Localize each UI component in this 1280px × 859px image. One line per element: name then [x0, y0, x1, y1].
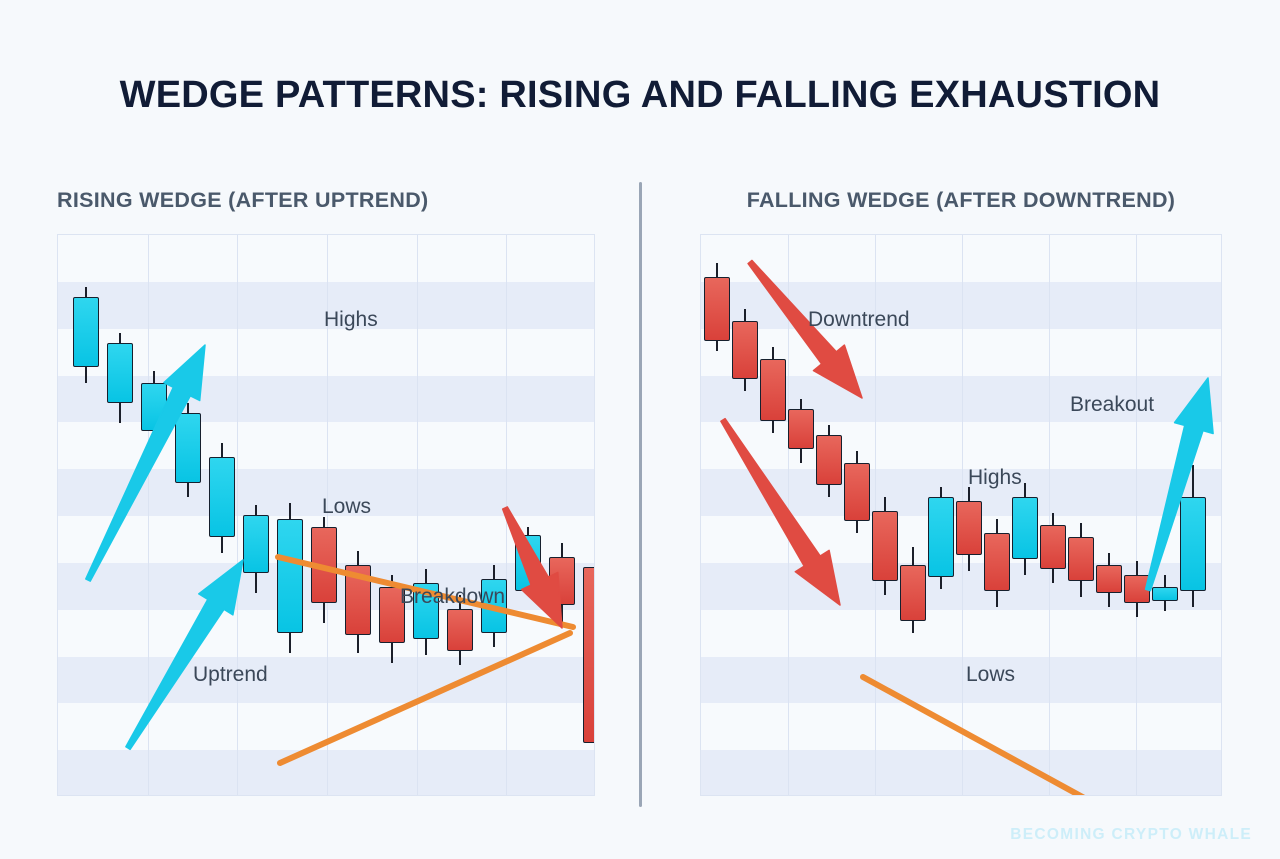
background-band: [58, 281, 594, 329]
candle-body: [760, 359, 786, 421]
candle-body: [872, 511, 898, 581]
candlestick-bullish: [243, 505, 269, 593]
grid-line: [327, 235, 328, 795]
candle-body: [175, 413, 201, 483]
label-uptrend: Uptrend: [193, 663, 268, 686]
candlestick-series-right: [701, 235, 1221, 795]
candle-body: [816, 435, 842, 485]
panel-title-falling-wedge: FALLING WEDGE (AFTER DOWNTREND): [746, 188, 1176, 212]
candlestick-bearish: [956, 487, 982, 571]
panel-title-rising-wedge: RISING WEDGE (AFTER UPTREND): [57, 188, 429, 212]
trendline-highs: [860, 674, 1086, 795]
label-breakdown: Breakdown: [400, 585, 506, 608]
background-band: [701, 375, 1221, 423]
label-lows-right: Lows: [966, 663, 1016, 686]
grid-line: [1136, 235, 1137, 795]
candlestick-bearish: [788, 399, 814, 463]
candlestick-bearish: [760, 347, 786, 433]
candlestick-bearish: [816, 425, 842, 497]
grid-line: [237, 235, 238, 795]
candlestick-bullish: [1180, 465, 1206, 607]
arrow-uptrend2: [125, 559, 244, 751]
arrow-downtrend: [747, 259, 863, 399]
candle-body: [1180, 497, 1206, 591]
candlestick-bearish: [1040, 513, 1066, 583]
candle-body: [583, 567, 594, 743]
background-band: [701, 656, 1221, 704]
candle-body: [844, 463, 870, 521]
candlestick-bearish: [984, 519, 1010, 607]
chart-overlay-left: [275, 554, 576, 766]
candle-body: [73, 297, 99, 367]
candlestick-bearish: [379, 575, 405, 663]
label-downtrend: Downtrend: [808, 308, 910, 331]
candle-body: [447, 609, 473, 651]
background-band: [701, 750, 1221, 795]
candle-body: [277, 519, 303, 633]
label-highs-right: Highs: [968, 466, 1022, 489]
candle-body: [107, 343, 133, 403]
trendline-highs: [275, 554, 576, 630]
falling-wedge-chart: [700, 234, 1222, 796]
candlestick-bearish: [872, 497, 898, 595]
candlestick-bullish: [277, 503, 303, 653]
candlestick-bullish: [73, 287, 99, 383]
candlestick-bullish: [175, 403, 201, 497]
candle-body: [984, 533, 1010, 591]
candle-body: [379, 587, 405, 643]
grid-line: [148, 235, 149, 795]
panel-divider: [639, 182, 642, 807]
candlestick-bearish: [1068, 523, 1094, 597]
candle-body: [1040, 525, 1066, 569]
candle-body: [243, 515, 269, 573]
candlestick-bullish: [1152, 575, 1178, 611]
background-band: [58, 750, 594, 795]
candle-body: [788, 409, 814, 449]
candlestick-bullish: [928, 487, 954, 589]
candlestick-bearish: [844, 451, 870, 533]
arrow-downtrend2: [720, 417, 841, 606]
candle-body: [1068, 537, 1094, 581]
candle-body: [900, 565, 926, 621]
arrow-breakout: [1144, 377, 1214, 592]
candle-body: [928, 497, 954, 577]
candlestick-bullish: [107, 333, 133, 423]
candle-body: [1096, 565, 1122, 593]
grid-line: [1049, 235, 1050, 795]
candlestick-bearish: [732, 309, 758, 391]
candle-body: [1012, 497, 1038, 559]
arrow-breakdown: [501, 506, 563, 629]
arrow-uptrend: [85, 344, 206, 582]
candlestick-bearish: [900, 547, 926, 633]
label-lows-left: Lows: [322, 495, 372, 518]
candle-body: [704, 277, 730, 341]
candlestick-bearish: [1096, 553, 1122, 607]
candle-body: [956, 501, 982, 555]
page-title: WEDGE PATTERNS: RISING AND FALLING EXHAU…: [119, 74, 1161, 116]
candlestick-bearish: [447, 595, 473, 665]
candle-body: [209, 457, 235, 537]
candle-body: [1152, 587, 1178, 601]
candlestick-bullish: [209, 443, 235, 553]
candlestick-bullish: [1012, 483, 1038, 575]
chart-overlay-right: [860, 674, 1086, 795]
candlestick-bearish: [583, 561, 594, 773]
candlestick-bearish: [704, 263, 730, 351]
label-highs-left: Highs: [324, 308, 378, 331]
label-breakout: Breakout: [1070, 393, 1155, 416]
grid-line: [417, 235, 418, 795]
watermark: BECOMING CRYPTO WHALE: [1010, 826, 1252, 843]
trendline-lows: [277, 630, 573, 766]
candle-body: [732, 321, 758, 379]
